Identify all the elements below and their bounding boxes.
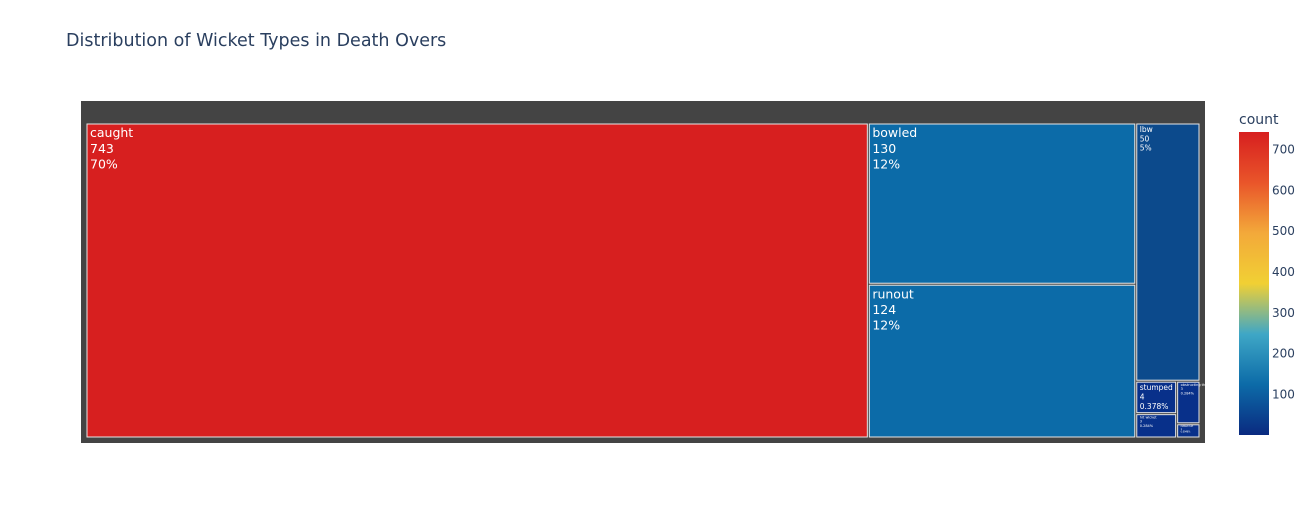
- colorbar-tick-label: 700: [1272, 143, 1295, 157]
- tile-rect[interactable]: [868, 123, 1136, 284]
- tile-percent: 0.284%: [1181, 392, 1195, 396]
- tile-value: 130: [872, 141, 896, 156]
- tile-label: bowled: [872, 125, 917, 140]
- colorbar-tick-label: 100: [1272, 388, 1295, 402]
- tile-rect[interactable]: [1177, 424, 1200, 438]
- tile-label: lbw: [1140, 125, 1153, 134]
- tile-rect[interactable]: [1177, 381, 1200, 424]
- tile-value: 1: [1181, 428, 1183, 431]
- tile-percent: 12%: [872, 156, 900, 171]
- tile-rect[interactable]: [1136, 414, 1177, 438]
- tile-label: obstructing the field: [1181, 383, 1216, 387]
- colorbar-tick-label: 300: [1272, 306, 1295, 320]
- tile-label: hit wicket: [1140, 415, 1157, 419]
- colorbar-ticks: 100 200 300 400 500 600 700: [1272, 143, 1295, 402]
- tile-label: stumped: [1140, 383, 1173, 392]
- treemap-tiles: caught74370%bowled13012%runout12412%lbw5…: [86, 123, 1216, 438]
- tile-percent: 0.378%: [1140, 402, 1169, 411]
- tile-value: 50: [1140, 134, 1150, 143]
- tile-percent: 70%: [90, 156, 118, 171]
- tile-rect[interactable]: [1136, 381, 1177, 414]
- colorbar-gradient: [1239, 132, 1269, 435]
- tile-value: 4: [1140, 392, 1145, 401]
- colorbar-tick-label: 600: [1272, 183, 1295, 197]
- tile-label: caught: [90, 125, 133, 140]
- colorbar-tick-label: 500: [1272, 224, 1295, 238]
- tile-percent: 0.284%: [1140, 424, 1154, 428]
- tile-rect[interactable]: [86, 123, 868, 438]
- tile-label: runout: [872, 286, 914, 301]
- colorbar-title: count: [1239, 112, 1279, 128]
- chart-title: Distribution of Wicket Types in Death Ov…: [66, 31, 447, 51]
- tile-percent: 0.0946%: [1181, 431, 1191, 434]
- tile-rect[interactable]: [868, 284, 1136, 438]
- colorbar-tick-label: 400: [1272, 265, 1295, 279]
- tile-percent: 5%: [1140, 144, 1152, 153]
- tile-label: retired hurt: [1181, 425, 1194, 428]
- colorbar-tick-label: 200: [1272, 347, 1295, 361]
- tile-rect[interactable]: [1136, 123, 1200, 381]
- tile-value: 743: [90, 141, 114, 156]
- tile-value: 124: [872, 302, 896, 317]
- tile-value: 3: [1140, 420, 1142, 424]
- tile-percent: 12%: [872, 318, 900, 333]
- tile-value: 3: [1181, 387, 1183, 391]
- colorbar: count 100 200 300 400 500 600 700: [1239, 112, 1295, 435]
